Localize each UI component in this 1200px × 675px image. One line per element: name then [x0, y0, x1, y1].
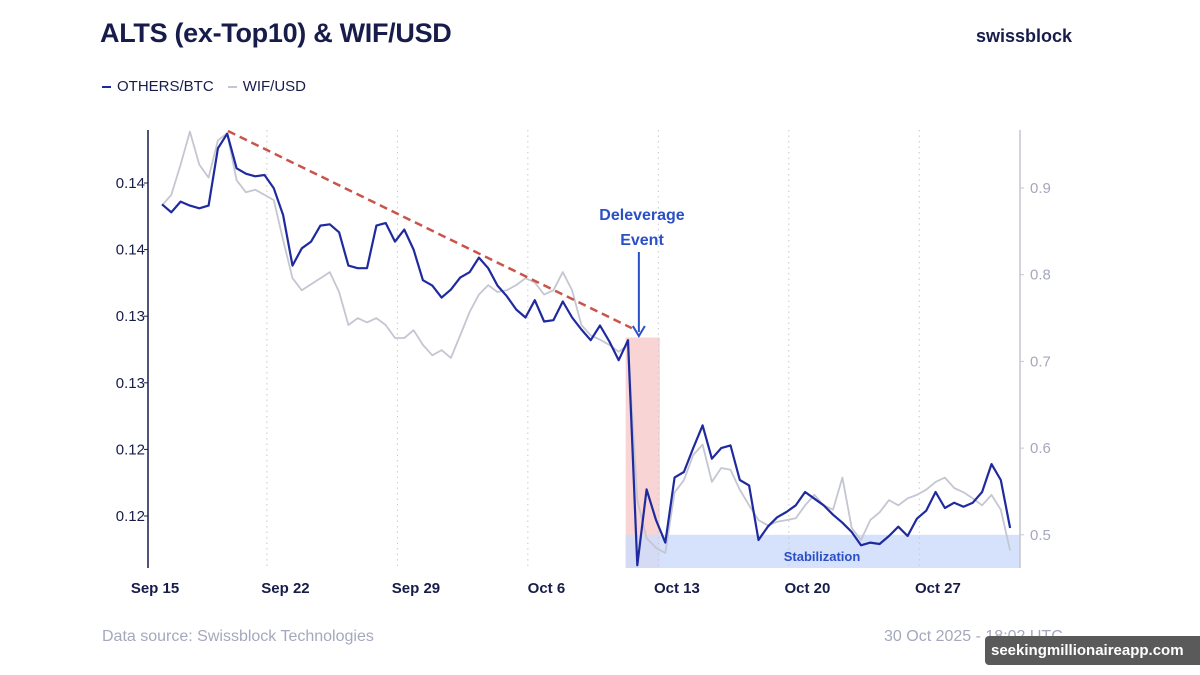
x-tick-label: Oct 27 — [915, 580, 961, 597]
x-tick-label: Oct 6 — [528, 580, 566, 597]
legend-swatch-others-btc — [102, 85, 111, 88]
right-tick-label: 0.5 — [1030, 527, 1051, 544]
series-line-others-btc — [161, 132, 1012, 567]
x-tick-label: Sep 15 — [131, 580, 179, 597]
deleverage-shaded-region — [625, 337, 660, 568]
left-tick-label: 0.14 — [116, 242, 145, 259]
data-source: Data source: Swissblock Technologies — [102, 628, 374, 645]
stabilization-label: Stabilization — [784, 549, 861, 564]
legend: OTHERS/BTC WIF/USD — [102, 78, 306, 95]
x-tick-label: Sep 22 — [261, 580, 309, 597]
left-tick-label: 0.13 — [116, 375, 145, 392]
legend-label: WIF/USD — [242, 78, 307, 95]
left-tick-label: 0.12 — [116, 441, 145, 458]
right-tick-label: 0.9 — [1030, 180, 1051, 197]
right-tick-label: 0.6 — [1030, 440, 1051, 457]
chart-title: ALTS (ex-Top10) & WIF/USD — [100, 18, 452, 48]
legend-item-wif-usd: WIF/USD — [227, 78, 307, 95]
right-tick-label: 0.8 — [1030, 267, 1051, 284]
deleverage-arrow-head-icon — [632, 325, 646, 338]
legend-label: OTHERS/BTC — [117, 78, 214, 95]
legend-item-others-btc: OTHERS/BTC — [102, 78, 214, 95]
swissblock-logo: swissblock — [976, 26, 1073, 46]
left-tick-label: 0.13 — [116, 308, 145, 325]
x-tick-label: Oct 13 — [654, 580, 700, 597]
left-tick-label: 0.12 — [116, 508, 145, 525]
deleverage-label-line-2: Event — [620, 232, 664, 249]
legend-swatch-wif-usd — [227, 85, 237, 88]
right-tick-label: 0.7 — [1030, 353, 1051, 370]
stabilization-band — [625, 534, 1020, 568]
series-line-wif-usd — [161, 130, 1011, 554]
x-tick-label: Sep 29 — [392, 580, 440, 597]
left-tick-label: 0.14 — [116, 175, 145, 192]
watermark: seekingmillionaireapp.com — [985, 636, 1200, 665]
trendline — [227, 129, 633, 330]
deleverage-label-line-1: Deleverage — [599, 207, 684, 224]
x-tick-label: Oct 20 — [784, 580, 830, 597]
